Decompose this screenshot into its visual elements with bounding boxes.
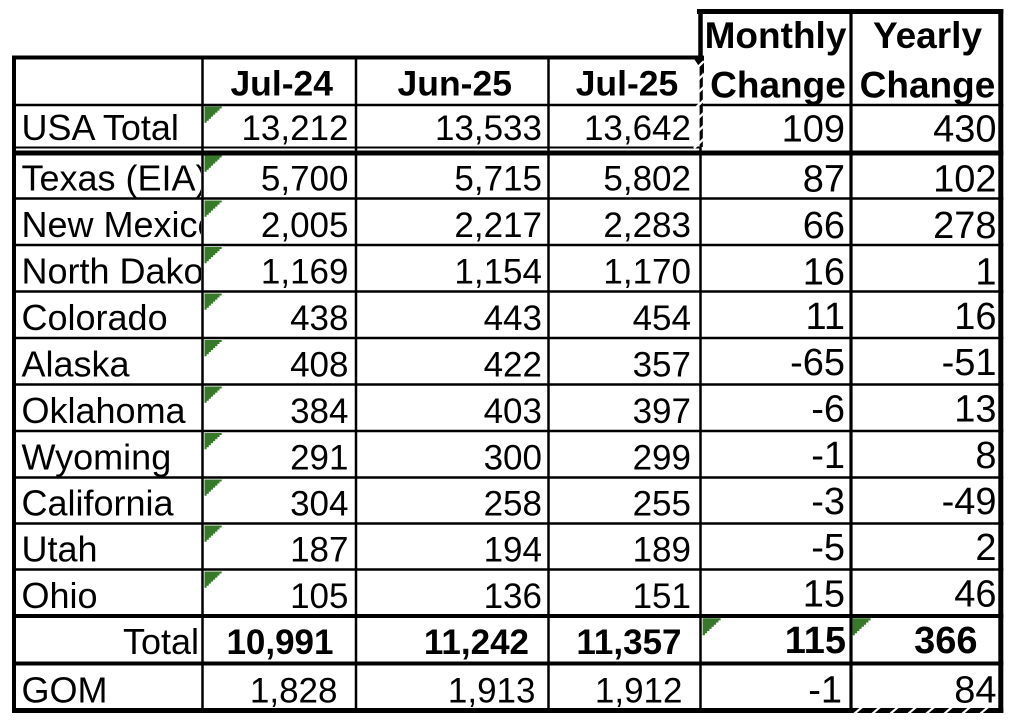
svg-text:258: 258 xyxy=(484,485,542,524)
svg-text:278: 278 xyxy=(933,205,996,247)
svg-text:15: 15 xyxy=(803,574,845,616)
svg-text:105: 105 xyxy=(290,577,348,616)
svg-text:North Dakota: North Dakota xyxy=(22,251,235,292)
svg-text:84: 84 xyxy=(954,670,996,712)
svg-text:1,154: 1,154 xyxy=(454,253,542,292)
svg-text:366: 366 xyxy=(914,620,977,662)
svg-text:46: 46 xyxy=(954,574,996,616)
svg-text:Oklahoma: Oklahoma xyxy=(22,390,187,431)
svg-text:2,217: 2,217 xyxy=(454,206,542,245)
svg-text:2,005: 2,005 xyxy=(261,206,349,245)
svg-text:-1: -1 xyxy=(808,670,842,712)
svg-text:10,991: 10,991 xyxy=(226,623,333,662)
svg-text:GOM: GOM xyxy=(22,670,108,711)
svg-text:189: 189 xyxy=(633,531,691,570)
svg-text:1,913: 1,913 xyxy=(448,672,536,711)
svg-text:2: 2 xyxy=(975,527,996,569)
svg-text:Total: Total xyxy=(123,621,199,662)
svg-text:13,212: 13,212 xyxy=(241,109,348,148)
svg-text:16: 16 xyxy=(954,296,996,338)
svg-text:Alaska: Alaska xyxy=(22,344,131,385)
svg-text:299: 299 xyxy=(633,439,691,478)
svg-text:Texas (EIA): Texas (EIA) xyxy=(22,158,208,199)
svg-text:Ohio: Ohio xyxy=(22,575,98,616)
svg-text:-3: -3 xyxy=(811,481,845,523)
svg-text:87: 87 xyxy=(803,159,845,201)
svg-text:304: 304 xyxy=(290,485,348,524)
svg-text:California: California xyxy=(22,483,175,524)
svg-text:1,170: 1,170 xyxy=(603,253,691,292)
svg-text:403: 403 xyxy=(484,392,542,431)
svg-text:109: 109 xyxy=(782,109,845,151)
svg-text:187: 187 xyxy=(290,531,348,570)
svg-text:1,912: 1,912 xyxy=(595,672,683,711)
svg-text:430: 430 xyxy=(933,109,996,151)
svg-text:438: 438 xyxy=(290,299,348,338)
svg-text:Jul-25: Jul-25 xyxy=(576,64,679,104)
svg-text:115: 115 xyxy=(785,620,846,662)
svg-text:Jul-24: Jul-24 xyxy=(230,64,333,104)
svg-text:194: 194 xyxy=(484,531,542,570)
svg-text:291: 291 xyxy=(290,439,348,478)
svg-text:408: 408 xyxy=(290,346,348,385)
svg-text:11,357: 11,357 xyxy=(576,623,681,662)
svg-text:5,715: 5,715 xyxy=(454,160,542,199)
svg-text:66: 66 xyxy=(803,205,845,247)
svg-text:11,242: 11,242 xyxy=(424,623,529,662)
svg-text:11: 11 xyxy=(806,296,845,338)
svg-text:136: 136 xyxy=(484,577,542,616)
svg-text:1,169: 1,169 xyxy=(261,253,349,292)
svg-text:5,802: 5,802 xyxy=(603,160,691,199)
svg-text:384: 384 xyxy=(290,392,348,431)
svg-text:Wyoming: Wyoming xyxy=(22,437,172,478)
svg-text:-1: -1 xyxy=(811,435,845,477)
svg-text:397: 397 xyxy=(633,392,691,431)
svg-text:13,533: 13,533 xyxy=(435,109,542,148)
svg-text:255: 255 xyxy=(633,485,691,524)
svg-text:16: 16 xyxy=(803,252,845,294)
svg-text:-51: -51 xyxy=(942,342,997,384)
svg-text:2,283: 2,283 xyxy=(603,206,691,245)
svg-text:5,700: 5,700 xyxy=(261,160,349,199)
svg-text:443: 443 xyxy=(484,299,542,338)
svg-text:357: 357 xyxy=(633,346,691,385)
svg-text:-49: -49 xyxy=(942,481,997,523)
svg-text:Monthly: Monthly xyxy=(705,15,847,56)
svg-text:Change: Change xyxy=(860,65,996,106)
svg-text:1,828: 1,828 xyxy=(250,672,338,711)
svg-text:Jun-25: Jun-25 xyxy=(398,64,512,104)
svg-text:-65: -65 xyxy=(790,342,845,384)
svg-text:Utah: Utah xyxy=(22,529,98,570)
svg-text:USA Total: USA Total xyxy=(22,107,179,148)
svg-text:8: 8 xyxy=(975,435,996,477)
svg-text:13: 13 xyxy=(954,389,996,431)
svg-text:151: 151 xyxy=(633,577,691,616)
svg-text:13,642: 13,642 xyxy=(584,109,691,148)
svg-text:-6: -6 xyxy=(811,389,845,431)
svg-text:Yearly: Yearly xyxy=(873,15,982,56)
svg-text:300: 300 xyxy=(484,439,542,478)
svg-text:422: 422 xyxy=(484,346,542,385)
svg-text:454: 454 xyxy=(633,299,691,338)
svg-text:Change: Change xyxy=(710,65,846,106)
svg-text:1: 1 xyxy=(975,252,996,294)
svg-text:New Mexico: New Mexico xyxy=(22,204,218,245)
svg-text:-5: -5 xyxy=(811,527,845,569)
svg-text:Colorado: Colorado xyxy=(22,297,168,338)
svg-text:102: 102 xyxy=(933,159,996,201)
